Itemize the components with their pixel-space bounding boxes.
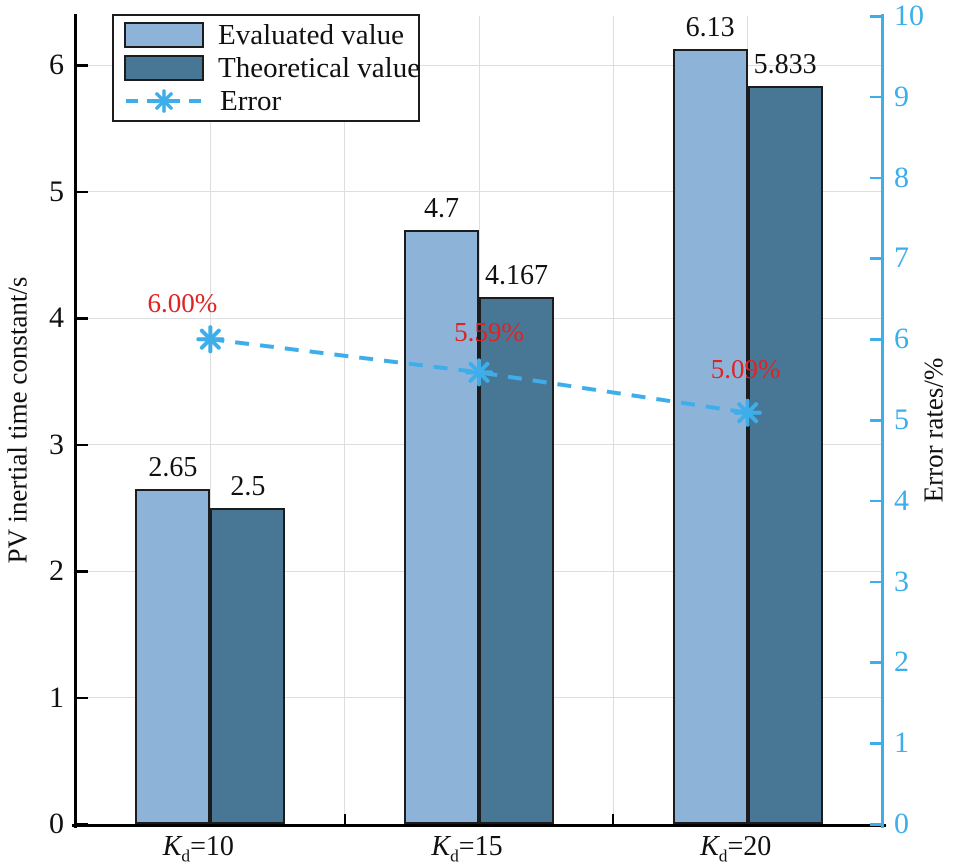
- left-axis-tick-label: 6: [49, 48, 64, 82]
- error-rate-label: 5.59%: [454, 317, 524, 348]
- legend-item-error: Error: [124, 85, 418, 117]
- right-axis-tick-label: 4: [894, 483, 909, 517]
- right-axis-tick: [870, 823, 882, 826]
- left-axis-tick-label: 5: [49, 174, 64, 208]
- right-axis-tick-label: 1: [894, 726, 909, 760]
- legend-label-error: Error: [220, 85, 282, 117]
- error-rate-label: 5.09%: [710, 353, 781, 384]
- left-axis-tick: [76, 317, 88, 320]
- right-axis-tick-label: 10: [894, 0, 924, 32]
- legend-item-theoretical: Theoretical value: [124, 52, 421, 84]
- right-axis-tick-label: 9: [894, 79, 909, 113]
- bar-value-label: 2.5: [230, 470, 266, 502]
- evaluated-value-bar: [404, 229, 479, 824]
- legend-item-evaluated: Evaluated value: [124, 19, 418, 51]
- left-axis-tick: [76, 443, 88, 447]
- left-axis-line: [74, 14, 77, 828]
- error-dashed-line-icon: [126, 89, 204, 113]
- x-axis-tick: [612, 814, 615, 824]
- legend: Evaluated value Theoretical value Error: [112, 14, 420, 122]
- right-axis-tick-label: 2: [894, 645, 909, 679]
- evaluated-value-swatch: [124, 22, 204, 48]
- left-axis-tick: [76, 696, 88, 700]
- bar-value-label: 4.167: [485, 260, 548, 292]
- left-axis-tick-label: 2: [49, 554, 64, 588]
- right-axis-tick: [870, 580, 882, 584]
- left-axis-tick: [76, 64, 88, 67]
- left-axis-tick-label: 4: [49, 301, 64, 335]
- evaluated-value-bar: [135, 488, 211, 824]
- bar-value-label: 4.7: [424, 192, 459, 224]
- x-axis-tick: [343, 814, 346, 824]
- left-axis-tick-label: 0: [49, 807, 64, 840]
- right-axis-tick-label: 8: [894, 160, 909, 194]
- theoretical-value-swatch: [124, 55, 204, 81]
- left-axis-tick: [76, 570, 88, 573]
- right-axis-tick: [870, 742, 882, 745]
- legend-label-evaluated: Evaluated value: [218, 19, 404, 51]
- x-category-label: Kd=10: [162, 831, 234, 864]
- right-axis-line: [881, 14, 884, 828]
- left-axis-tick: [76, 823, 88, 826]
- evaluated-value-bar: [672, 48, 748, 824]
- x-category-label: Kd=20: [700, 831, 772, 864]
- right-axis-tick: [870, 661, 882, 664]
- bar-value-label: 5.833: [753, 49, 817, 81]
- right-axis-tick-label: 3: [894, 564, 909, 598]
- vertical-gridline: [344, 16, 346, 824]
- right-axis-tick: [870, 15, 882, 18]
- left-axis-tick-label: 3: [49, 427, 64, 461]
- right-axis-tick-label: 0: [894, 807, 909, 840]
- right-axis-tick-label: 6: [894, 322, 909, 356]
- right-axis-tick-label: 5: [894, 403, 909, 436]
- left-axis-tick: [76, 190, 88, 194]
- right-axis-tick: [870, 257, 882, 260]
- bottom-axis-line: [72, 824, 886, 827]
- right-axis-tick-label: 7: [894, 241, 909, 275]
- bar-value-label: 6.13: [685, 11, 735, 43]
- vertical-gridline: [209, 16, 211, 824]
- x-category-label: Kd=15: [431, 831, 503, 864]
- right-axis-tick: [870, 95, 882, 99]
- vertical-gridline: [612, 16, 614, 824]
- legend-label-theoretical: Theoretical value: [218, 52, 421, 84]
- theoretical-value-bar: [479, 297, 554, 824]
- theoretical-value-bar: [747, 86, 823, 824]
- error-rate-label: 6.00%: [147, 288, 218, 319]
- right-axis-tick: [870, 419, 882, 422]
- right-axis-tick: [870, 499, 882, 503]
- bar-value-label: 2.65: [148, 451, 198, 483]
- left-axis-tick-label: 1: [49, 680, 64, 714]
- theoretical-value-bar: [210, 507, 286, 824]
- error-asterisk-marker: [152, 89, 176, 113]
- right-axis-tick: [870, 176, 882, 180]
- right-axis-tick: [870, 338, 882, 341]
